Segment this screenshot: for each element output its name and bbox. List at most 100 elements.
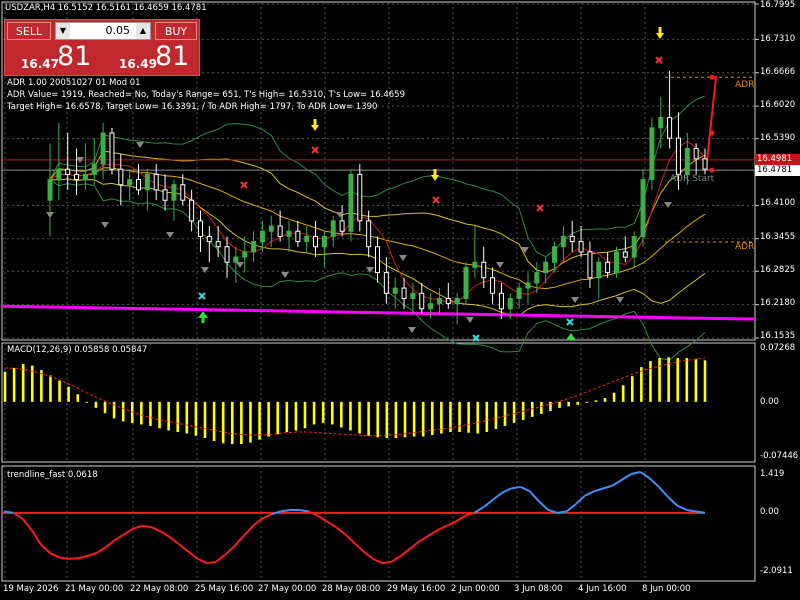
time-tick: 19 May 2026 xyxy=(3,584,59,594)
candle-body xyxy=(454,297,460,305)
candle-body xyxy=(675,137,681,175)
macd-histogram-bar xyxy=(94,401,98,408)
fractal-marker-icon xyxy=(76,157,84,163)
macd-histogram-bar xyxy=(58,380,61,402)
sell-price-pips: 81 xyxy=(57,41,92,72)
fractal-marker-icon xyxy=(166,232,174,238)
macd-histogram-bar xyxy=(440,401,443,434)
buy-price-prefix: 16.49 xyxy=(119,57,157,71)
candle-body xyxy=(490,277,496,294)
trendline-segment xyxy=(353,542,365,553)
buy-button[interactable]: BUY xyxy=(155,22,197,40)
macd-histogram-bar xyxy=(594,400,598,402)
adr-start-label: ADR Start xyxy=(670,174,715,184)
fractal-marker-icon xyxy=(664,202,672,208)
sell-signal-arrow-icon xyxy=(656,33,664,39)
macd-panel-frame xyxy=(1,342,756,463)
price-tick: 16.4100 xyxy=(760,198,796,208)
macd-histogram-bar xyxy=(12,367,16,402)
trendline-tick: 1.419 xyxy=(760,469,785,479)
macd-histogram-bar xyxy=(40,370,43,402)
candle-body xyxy=(667,116,673,139)
macd-histogram-bar xyxy=(367,401,370,436)
trendline-segment xyxy=(584,490,595,497)
lot-size-field[interactable]: ▼ 0.05 ▲ xyxy=(55,22,151,40)
candle-body xyxy=(304,235,310,243)
time-tick: 4 Jun 16:00 xyxy=(578,584,627,594)
lot-decrease-icon[interactable]: ▼ xyxy=(56,23,70,39)
price-tick: 16.6020 xyxy=(760,100,796,110)
macd-tick: -0.07446 xyxy=(760,451,799,461)
macd-histogram-bar xyxy=(67,386,70,402)
trendline-label: trendline_fast 0.0618 xyxy=(7,470,98,480)
time-tick: 8 Jun 00:00 xyxy=(642,584,691,594)
trendline-segment xyxy=(575,494,586,505)
trendline-segment xyxy=(68,557,78,560)
price-tick: 16.3455 xyxy=(760,232,796,242)
trendline-segment xyxy=(3,510,14,514)
candle-body xyxy=(419,292,425,310)
candle-body xyxy=(702,158,708,170)
macd-histogram-bar xyxy=(303,401,307,429)
trendline-segment xyxy=(326,520,337,529)
buy-price-button[interactable]: 16.49 81 xyxy=(105,41,199,74)
trendline-segment xyxy=(464,511,475,517)
trendline-segment xyxy=(409,540,420,550)
candle-body xyxy=(313,235,319,248)
fractal-marker-icon xyxy=(201,267,209,273)
macd-histogram-bar xyxy=(276,401,280,435)
adr-info-line-2: ADR Value= 1919, Reached= No, Today's Ra… xyxy=(7,90,405,100)
fractal-marker-icon xyxy=(521,247,529,253)
candle-body xyxy=(507,297,513,310)
trendline-segment xyxy=(455,514,466,523)
macd-histogram-bar xyxy=(494,401,498,429)
macd-histogram-bar xyxy=(530,401,534,417)
time-tick: 3 Jun 08:00 xyxy=(514,584,563,594)
price-tick: 16.5390 xyxy=(760,133,796,143)
macd-histogram-bar xyxy=(503,401,507,426)
candle-body xyxy=(543,261,549,274)
trendline-segment xyxy=(557,510,567,514)
sell-price-button[interactable]: 16.47 81 xyxy=(7,41,101,74)
macd-label: MACD(12,26,9) 0.05858 0.05847 xyxy=(7,345,148,355)
buy-signal-arrow-icon xyxy=(566,333,576,340)
trendline-segment xyxy=(658,486,669,498)
trendline-segment xyxy=(621,473,632,481)
trendline-segment xyxy=(187,550,199,560)
time-tick: 21 May 00:00 xyxy=(65,584,124,594)
candle-body xyxy=(649,127,655,181)
adr-range-line xyxy=(705,76,718,171)
candle-body xyxy=(162,189,168,201)
macd-histogram-bar xyxy=(430,401,434,436)
macd-histogram-bar xyxy=(394,401,398,439)
candle-body xyxy=(392,287,398,294)
trendline-segment xyxy=(437,524,448,532)
candle-body xyxy=(516,287,522,299)
candle-body xyxy=(534,272,540,284)
trendline-segment xyxy=(160,530,171,539)
candle-body xyxy=(569,235,575,243)
candle-body xyxy=(472,261,478,268)
macd-histogram-bar xyxy=(458,401,461,433)
lot-increase-icon[interactable]: ▲ xyxy=(136,23,150,39)
macd-histogram-bar xyxy=(612,392,616,402)
sell-signal-arrow-icon xyxy=(433,169,437,175)
candle-body xyxy=(56,168,62,181)
cross-marker-icon xyxy=(566,318,574,326)
trendline-panel-frame xyxy=(1,465,756,582)
macd-histogram-bar xyxy=(485,401,489,433)
macd-histogram-bar xyxy=(140,401,143,425)
trendline-segment xyxy=(390,555,402,563)
candle-body xyxy=(171,184,177,201)
trendline-segment xyxy=(77,555,88,560)
macd-histogram-bar xyxy=(194,401,198,436)
macd-histogram-bar xyxy=(421,401,425,437)
sell-button[interactable]: SELL xyxy=(7,22,51,40)
candle-body xyxy=(693,148,699,160)
trendline-tick: 0.00 xyxy=(760,507,779,517)
candle-body xyxy=(321,235,327,248)
lot-size-value[interactable]: 0.05 xyxy=(105,24,131,37)
macd-histogram-bar xyxy=(285,401,289,433)
macd-histogram-bar xyxy=(21,364,25,402)
